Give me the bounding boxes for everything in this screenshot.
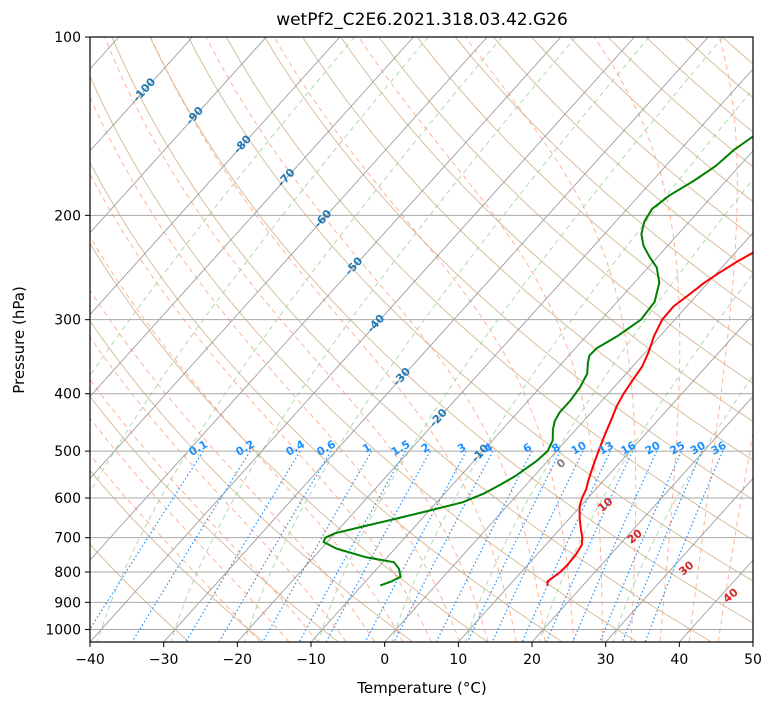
x-tick-label: −10 (296, 652, 326, 668)
mixing-ratio-line (545, 450, 634, 642)
x-tick-label: −30 (149, 652, 179, 668)
background-dashed-curve (538, 273, 753, 642)
isotherm-line (90, 37, 488, 480)
y-tick-label: 800 (54, 565, 81, 581)
y-tick-label: 400 (54, 387, 81, 403)
moist-adiabat-line (90, 172, 432, 642)
background-lines (90, 37, 753, 642)
dry-adiabat-line (149, 37, 753, 624)
moist-adiabat-line (464, 37, 637, 642)
y-tick-label: 200 (54, 208, 81, 224)
isotherm-line (531, 395, 753, 642)
dry-adiabat-line (90, 242, 488, 642)
dry-adiabat-line (90, 469, 264, 642)
moist-adiabat-line (90, 95, 461, 642)
moist-adiabat-line (205, 37, 546, 642)
chart-title: wetPf2_C2E6.2021.318.03.42.G26 (276, 10, 568, 30)
dry-adiabat-line (90, 75, 638, 642)
mixing-ratio-line (262, 450, 373, 642)
x-axis-title: Temperature (°C) (356, 679, 486, 697)
dry-adiabat-line (416, 37, 753, 347)
isotherm-line (90, 37, 267, 234)
isotherm-line (90, 37, 635, 642)
profile-lines (322, 135, 753, 587)
mixing-ratio-line (325, 450, 431, 642)
dry-adiabat-line (90, 543, 190, 642)
temperature-line (546, 251, 753, 586)
y-tick-label: 1000 (45, 622, 81, 638)
moist-adiabat-line (688, 37, 738, 642)
dry-adiabat-line (302, 37, 753, 461)
isotherm-line (310, 150, 753, 642)
mixing-ratio-line (298, 450, 406, 642)
y-tick-label: 100 (54, 30, 81, 46)
moist-adiabat-line (150, 37, 517, 642)
y-tick-label: 600 (54, 491, 81, 507)
isotherm-line (605, 477, 753, 642)
mixing-ratio-line (644, 450, 724, 642)
mixing-ratio-line (491, 450, 584, 642)
background-dashed-curve (612, 374, 753, 642)
isotherm-line (457, 313, 753, 642)
moist-adiabat-line (717, 430, 753, 642)
mixing-ratio-line (364, 450, 467, 642)
background-dashed-curve (170, 37, 576, 642)
mixing-ratio-line (393, 450, 494, 642)
isotherm-line (90, 37, 193, 152)
y-axis: 100 200 300 400 500 600 700 800 900 1000 (45, 30, 90, 638)
y-tick-label: 900 (54, 595, 81, 611)
dewpoint-line (322, 135, 753, 587)
x-tick-label: −40 (75, 652, 105, 668)
x-tick-label: 40 (670, 652, 688, 668)
x-tick-label: 20 (523, 652, 541, 668)
moist-adiabat-line (90, 289, 376, 642)
dry-adiabat-line (454, 37, 753, 310)
background-dashed-curve (391, 88, 753, 642)
dry-adiabat-line (111, 37, 712, 642)
x-tick-label: 10 (449, 652, 467, 668)
y-tick-label: 300 (54, 313, 81, 329)
isotherm-line (90, 37, 341, 316)
background-dashed-curve (96, 37, 503, 642)
x-axis: −40 −30 −20 −10 0 10 20 30 40 50 (75, 642, 762, 668)
mixing-ratio-line (521, 450, 611, 642)
plot-frame (89, 36, 754, 643)
moist-adiabat-line (90, 453, 261, 642)
dry-adiabat-line (187, 37, 753, 582)
background-dashed-curve (90, 37, 429, 494)
mixing-ratio-line (435, 450, 533, 642)
background-dashed-curve (244, 37, 650, 642)
x-tick-label: 30 (597, 652, 615, 668)
dry-adiabat-line (340, 37, 753, 423)
background-dashed-curve (465, 178, 753, 642)
y-tick-label: 700 (54, 531, 81, 547)
isotherm-line (90, 37, 562, 561)
isotherm-line (236, 68, 753, 642)
x-tick-label: 50 (744, 652, 762, 668)
mixing-ratio-line (621, 450, 703, 642)
isotherm-line (384, 232, 753, 642)
moist-adiabat-line (273, 37, 575, 642)
isotherm-line (90, 37, 414, 398)
background-dashed-curve (317, 37, 724, 642)
y-tick-label: 500 (54, 444, 81, 460)
moist-adiabat-line (593, 37, 681, 642)
moist-adiabat-line (90, 235, 404, 642)
mixing-ratio-line (131, 450, 251, 642)
mixing-ratio-line (466, 450, 561, 642)
y-axis-title: Pressure (hPa) (10, 286, 28, 394)
x-tick-label: 0 (380, 652, 389, 668)
moist-adiabat-line (358, 37, 603, 642)
dry-adiabat-line (264, 37, 753, 501)
isotherm-line (163, 37, 709, 642)
x-tick-label: −20 (223, 652, 253, 668)
dry-adiabat-line (378, 37, 753, 385)
dry-adiabat-line (90, 161, 563, 642)
